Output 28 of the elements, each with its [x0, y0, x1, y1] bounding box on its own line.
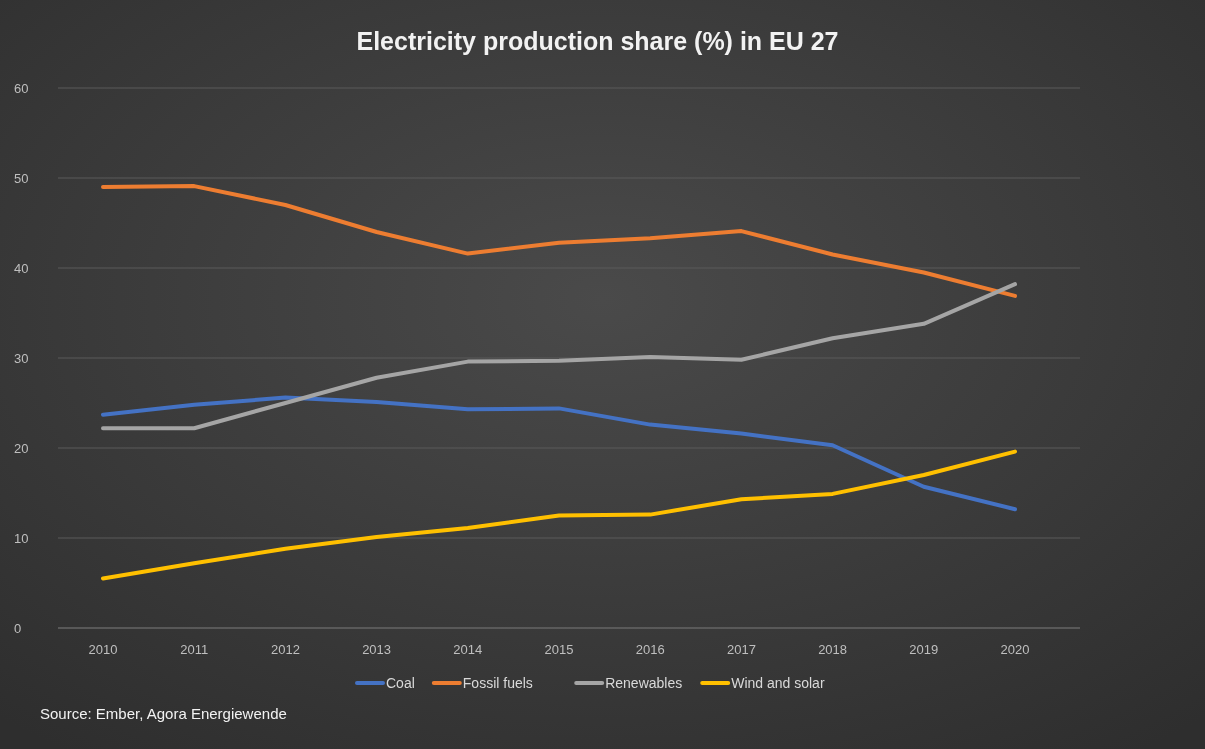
x-tick-label: 2018	[818, 642, 848, 657]
y-tick-label: 50	[14, 170, 29, 186]
y-tick-label: 30	[14, 350, 29, 366]
x-tick-label: 2013	[362, 642, 392, 657]
chart-title: Electricity production share (%) in EU 27	[356, 27, 839, 55]
y-tick-label: 10	[14, 530, 29, 546]
x-tick-label: 2017	[726, 642, 756, 657]
y-tick-label: 20	[14, 440, 29, 456]
line-series	[101, 184, 1017, 298]
x-tick-label: 2015	[544, 642, 574, 657]
legend-label: Fossil fuels	[462, 674, 533, 691]
x-tick-label: 2016	[635, 642, 665, 657]
x-tick-label: 2010	[88, 642, 118, 657]
x-tick-label: 2012	[270, 642, 300, 657]
x-tick-label: 2020	[1000, 642, 1030, 657]
legend-label: Wind and solar	[731, 674, 825, 691]
line-series	[101, 282, 1017, 431]
y-tick-label: 60	[14, 80, 29, 96]
x-tick-label: 2011	[180, 642, 209, 657]
legend-label: Coal	[386, 674, 415, 691]
x-tick-label: 2019	[909, 642, 939, 657]
legend-label: Renewables	[605, 674, 683, 691]
y-tick-label: 0	[14, 620, 22, 636]
y-tick-label: 40	[14, 260, 29, 276]
source-note: Source: Ember, Agora Energiewende	[40, 705, 287, 722]
line-series	[101, 395, 1017, 512]
x-tick-label: 2014	[453, 642, 483, 657]
line-series	[101, 449, 1017, 581]
